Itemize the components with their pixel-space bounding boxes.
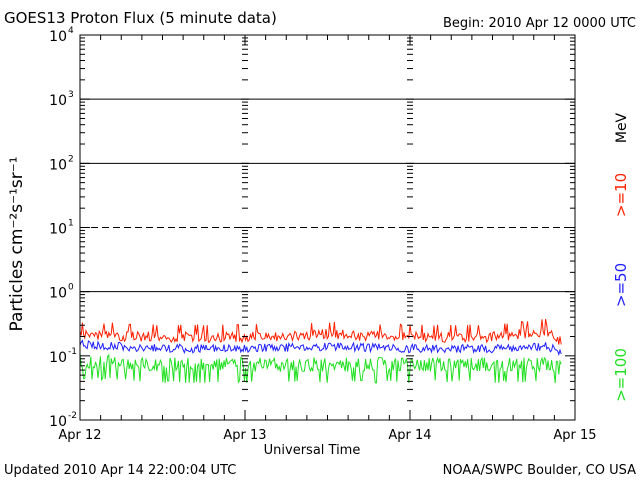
y-axis-label: Particles cm⁻²s⁻¹sr⁻¹ [7, 156, 27, 331]
y-tick-exponent: -2 [68, 411, 77, 421]
updated-timestamp: Updated 2010 Apr 14 22:00:04 UTC [4, 463, 236, 478]
y-tick-exponent: 4 [68, 26, 74, 36]
chart-title: GOES13 Proton Flux (5 minute data) [4, 9, 277, 27]
y-tick-label: 10 [49, 222, 67, 238]
threshold-lines [80, 98, 575, 293]
y-tick-label: 10 [49, 157, 67, 173]
legend-unit: MeV [614, 112, 630, 143]
credit-label: NOAA/SWPC Boulder, CO USA [443, 463, 636, 478]
series-line-ge10 [79, 318, 562, 345]
legend-entry: >=50 [612, 263, 630, 307]
y-tick-exponent: 1 [68, 219, 74, 229]
legend: >=10 >=50 >=100 MeV [612, 112, 630, 401]
x-axis-ticks: Apr 12 Apr 13 Apr 14 Apr 15 [58, 35, 597, 443]
y-tick-exponent: 3 [68, 90, 74, 100]
legend-entry: >=10 [612, 173, 630, 217]
legend-entry: >=100 [612, 348, 630, 402]
series-layer [79, 318, 562, 384]
series-line-ge100 [79, 353, 562, 384]
series-line-ge50 [79, 339, 562, 357]
begin-date-label: Begin: 2010 Apr 12 0000 UTC [443, 16, 636, 31]
y-tick-label: 10 [49, 93, 67, 109]
x-tick-label: Apr 12 [58, 428, 101, 443]
y-tick-label: 10 [49, 414, 67, 430]
x-tick-label: Apr 13 [223, 428, 266, 443]
x-tick-label: Apr 14 [388, 428, 431, 443]
y-tick-label: 10 [49, 286, 67, 302]
y-tick-exponent: 2 [68, 154, 74, 164]
y-tick-exponent: -1 [68, 347, 77, 357]
x-axis-label: Universal Time [264, 443, 361, 458]
y-tick-label: 10 [49, 29, 67, 45]
y-tick-exponent: 0 [68, 283, 74, 293]
x-tick-label: Apr 15 [553, 428, 596, 443]
y-tick-label: 10 [49, 350, 67, 366]
